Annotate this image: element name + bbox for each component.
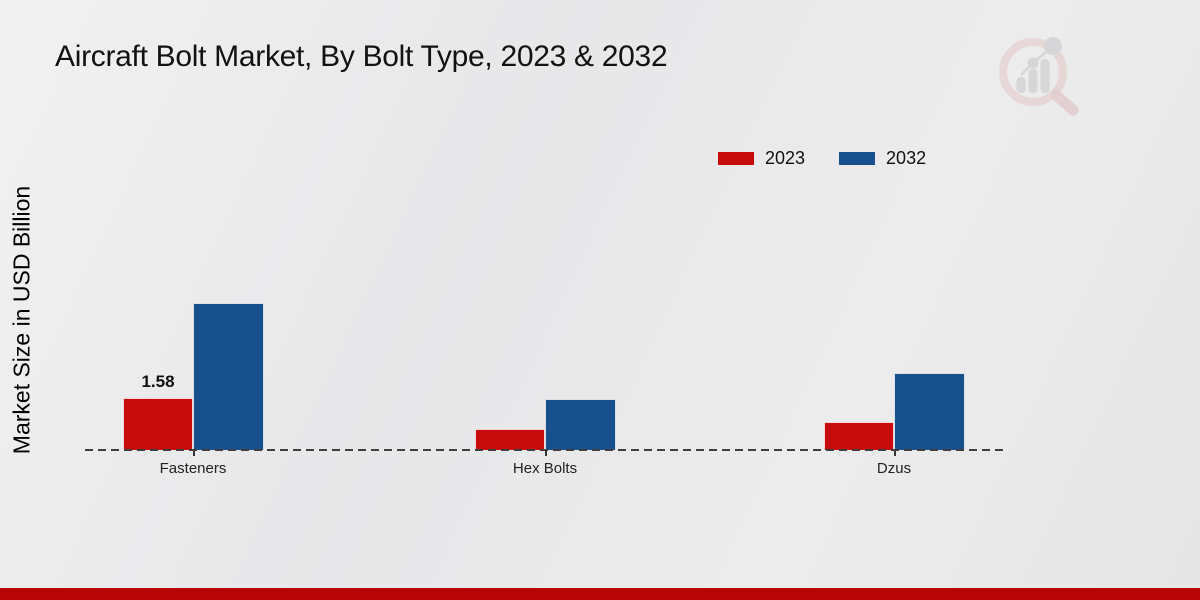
brand-watermark-icon bbox=[999, 37, 1079, 116]
chart-title: Aircraft Bolt Market, By Bolt Type, 2023… bbox=[55, 40, 668, 73]
bar-group-dzus: Dzus bbox=[824, 373, 965, 477]
legend-label-2032: 2032 bbox=[886, 148, 927, 168]
legend-item-2032: 2032 bbox=[839, 148, 926, 169]
legend: 2023 2032 bbox=[718, 148, 926, 169]
bar-dzus-2032 bbox=[894, 373, 965, 450]
plot-area: 1.58 Fasteners Hex Bolts Dzus bbox=[85, 0, 1007, 600]
legend-item-2023: 2023 bbox=[718, 148, 805, 169]
bottom-accent-band bbox=[0, 588, 1200, 600]
category-label-hex-bolts: Hex Bolts bbox=[512, 460, 578, 477]
bar-dzus-2023 bbox=[824, 422, 894, 450]
legend-label-2023: 2023 bbox=[765, 148, 806, 168]
x-axis-tick bbox=[894, 451, 896, 456]
bar-hex-bolts-2023 bbox=[475, 429, 545, 450]
legend-swatch-2023 bbox=[718, 152, 754, 165]
bar-group-hex-bolts: Hex Bolts bbox=[475, 399, 616, 477]
category-label-fasteners: Fasteners bbox=[159, 460, 227, 477]
x-axis-tick bbox=[545, 451, 547, 456]
bar-fasteners-2032 bbox=[193, 303, 264, 450]
bar-hex-bolts-2032 bbox=[545, 399, 616, 450]
bar-value-label: 1.58 bbox=[141, 372, 175, 391]
x-axis-line bbox=[85, 449, 1007, 451]
x-axis-tick bbox=[193, 451, 195, 456]
category-label-dzus: Dzus bbox=[876, 460, 912, 477]
bar-group-fasteners: 1.58 Fasteners bbox=[123, 303, 264, 477]
bar-fasteners-2023 bbox=[123, 398, 193, 450]
y-axis-label: Market Size in USD Billion bbox=[8, 185, 35, 455]
legend-swatch-2032 bbox=[839, 152, 876, 165]
